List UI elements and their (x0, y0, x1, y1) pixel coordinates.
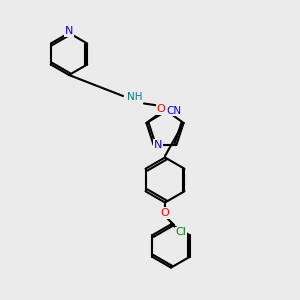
Text: NH: NH (127, 92, 143, 103)
Text: CN: CN (166, 106, 181, 116)
Text: N: N (65, 26, 73, 37)
Text: N: N (154, 140, 162, 150)
Text: O: O (160, 208, 169, 218)
Text: Cl: Cl (175, 227, 186, 237)
Text: O: O (156, 104, 165, 115)
